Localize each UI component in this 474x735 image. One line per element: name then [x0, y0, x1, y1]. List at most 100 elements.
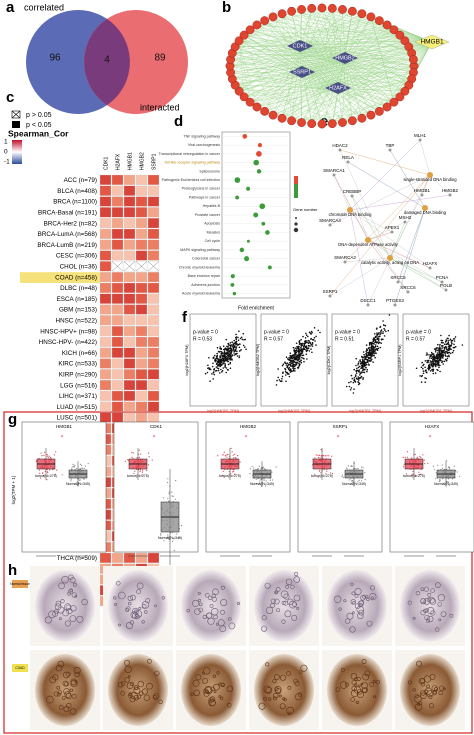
edge [344, 57, 395, 103]
gland [272, 679, 277, 684]
jitter [317, 454, 319, 456]
label: tumor(N=275) [127, 474, 149, 478]
edge [281, 13, 303, 73]
gland [346, 612, 354, 620]
scatter-point [219, 365, 221, 368]
gland [362, 673, 369, 681]
scatter-point [453, 343, 455, 346]
scatter-point [432, 363, 435, 366]
ihc-image [30, 566, 100, 646]
scatter-point [296, 355, 299, 357]
ihc-image [103, 650, 173, 730]
jitter [167, 478, 169, 480]
scatter-point [415, 367, 418, 370]
jitter [258, 481, 261, 483]
edge [256, 41, 433, 108]
label: SMARCA1 [323, 168, 345, 173]
scatter-point [351, 377, 354, 380]
gland [44, 616, 52, 624]
edge [339, 149, 391, 259]
scatter-point [303, 360, 305, 363]
scatter-point [362, 351, 365, 353]
jitter [138, 456, 141, 458]
gland [264, 582, 271, 589]
scatter-point [378, 332, 380, 334]
jitter [458, 475, 461, 477]
edge [332, 8, 433, 43]
cell [99, 239, 112, 250]
jitter [362, 467, 364, 469]
node [374, 16, 384, 26]
edge [349, 209, 369, 306]
label: log2(H2AFX TPM) [185, 344, 189, 376]
jitter [52, 469, 54, 471]
scatter-point [441, 361, 443, 364]
content: abcdefghcorrelatedinteracted96489CDK1HMG… [4, 0, 474, 730]
edge [239, 13, 362, 92]
cell [111, 369, 124, 380]
scatter-point [212, 378, 214, 380]
scatter-point [451, 351, 454, 354]
edge [299, 7, 323, 47]
scatter-point [442, 357, 444, 359]
scatter-point [235, 336, 237, 339]
scatter-point [357, 376, 360, 378]
gland [118, 623, 122, 627]
scatter-point [310, 343, 313, 346]
scatter-point [379, 346, 382, 349]
edge [264, 20, 372, 116]
scatter-point [298, 341, 301, 344]
jitter [81, 467, 83, 469]
gland [128, 692, 133, 697]
scatter-point [440, 355, 442, 358]
jitter [265, 468, 267, 470]
edge [337, 20, 380, 89]
gland [281, 600, 286, 606]
jitter [412, 470, 414, 473]
scatter-point [367, 358, 369, 361]
edge [272, 16, 405, 92]
scatter-point [230, 348, 233, 351]
label: Toll-like receptor signaling pathway [164, 161, 220, 165]
jitter [272, 479, 274, 481]
scatter-point [350, 387, 353, 389]
scatter-point [370, 359, 372, 362]
scatter-point [377, 342, 380, 345]
cell [123, 336, 136, 347]
scatter-point [436, 349, 439, 352]
jitter [172, 540, 174, 542]
jitter [167, 481, 169, 484]
scatter-point [439, 358, 442, 360]
scatter-point [361, 364, 364, 367]
scatter-point [302, 345, 305, 348]
tissue [181, 570, 241, 642]
jitter [346, 467, 348, 469]
node [357, 113, 367, 123]
scatter-point [366, 370, 368, 373]
cell [123, 218, 136, 229]
scatter-point [423, 363, 425, 366]
scatter-point [293, 368, 295, 370]
edge [351, 195, 391, 259]
scatter-point [373, 338, 376, 341]
scatter-point [299, 361, 301, 363]
edge [311, 8, 346, 59]
label: PTGES3 [386, 298, 404, 303]
label: KICH (n=66) [62, 350, 97, 357]
dot [246, 186, 251, 191]
cell [147, 390, 160, 401]
jitter [271, 471, 273, 473]
scatter-point [296, 361, 299, 364]
scatter-point [303, 348, 306, 351]
scatter-point [235, 333, 237, 336]
scatter-point [225, 348, 227, 351]
edge [321, 7, 433, 43]
scatter-point [449, 346, 451, 348]
gene-node [328, 294, 332, 298]
scatter-point [310, 333, 313, 335]
gland [56, 685, 61, 690]
scatter-point [310, 337, 313, 340]
scatter-point [216, 357, 219, 360]
scatter-point [217, 369, 220, 372]
gland [138, 606, 142, 610]
